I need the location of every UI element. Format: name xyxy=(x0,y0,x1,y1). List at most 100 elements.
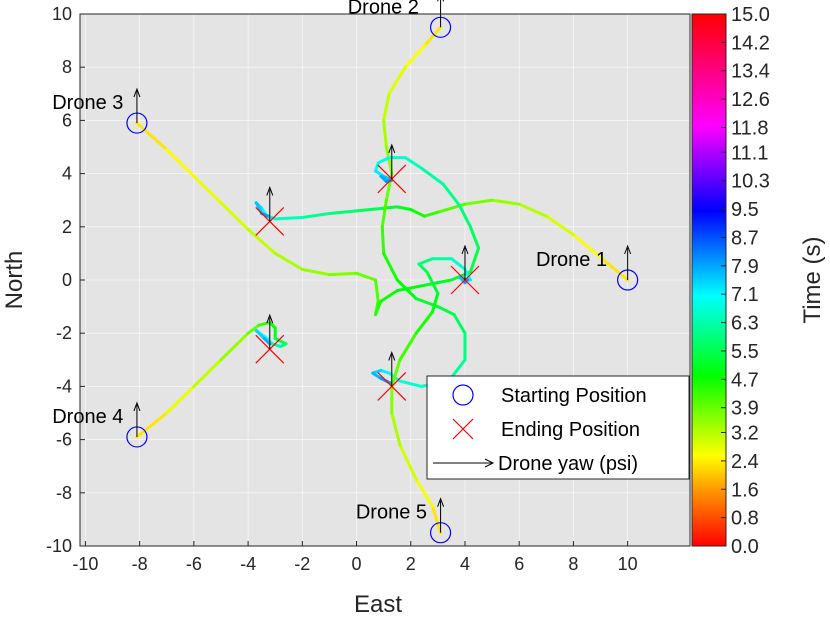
trajectory-segment xyxy=(382,251,399,282)
colorbar-tick-label: 9.5 xyxy=(731,199,759,221)
legend-box xyxy=(426,375,690,480)
trajectory-segment xyxy=(355,206,386,213)
x-tick-label: -10 xyxy=(72,554,98,574)
colorbar-tick-label: 2.4 xyxy=(731,451,759,473)
trajectory-segment xyxy=(422,278,453,287)
legend-ending-marker xyxy=(452,418,474,440)
trajectory-segment xyxy=(430,504,443,535)
trajectory-segment xyxy=(273,337,288,346)
y-tick-label: -2 xyxy=(56,323,72,343)
yaw-arrowhead xyxy=(133,87,141,98)
drone-label: Drone 3 xyxy=(52,92,123,114)
x-tick-label: -4 xyxy=(240,554,256,574)
x-axis-label: East xyxy=(354,591,402,618)
trajectory-segment xyxy=(380,225,386,255)
trajectory-segment xyxy=(398,331,418,362)
colorbar-tick-label: 0.8 xyxy=(731,508,759,530)
colorbar-tick-label: 13.4 xyxy=(731,61,770,83)
colorbar-tick-label: 7.9 xyxy=(731,256,759,278)
yaw-arrowhead xyxy=(266,313,274,324)
trajectory-segment xyxy=(257,321,272,327)
colorbar-tick-label: 12.6 xyxy=(731,89,770,111)
trajectory-segment xyxy=(409,208,426,218)
colorbar-tick-label: 11.1 xyxy=(731,142,768,164)
trajectory-segment xyxy=(135,121,169,152)
trajectory-segment xyxy=(422,25,443,48)
trajectory-segment xyxy=(219,331,250,362)
trajectory-segment xyxy=(517,202,548,218)
y-axis-label: North xyxy=(1,251,28,310)
colorbar-tick-label: 14.2 xyxy=(731,32,770,54)
legend-starting-label: Starting Position xyxy=(501,385,647,407)
colorbar-tick-label: 8.7 xyxy=(731,227,759,249)
trajectory-segment xyxy=(395,205,413,212)
trajectory-segment xyxy=(490,198,521,206)
y-tick-label: 2 xyxy=(62,217,72,237)
colorbar-tick-label: 6.3 xyxy=(731,313,759,335)
trajectory-segment xyxy=(192,358,223,388)
yaw-arrowhead xyxy=(437,497,445,507)
trajectory-segment xyxy=(417,262,429,274)
y-tick-label: 4 xyxy=(62,164,72,184)
trajectory-segment xyxy=(135,411,169,439)
yaw-arrowhead xyxy=(461,244,469,255)
position-markers xyxy=(126,0,639,544)
colorbar-label: Time (s) xyxy=(799,236,826,323)
trajectory-segment xyxy=(403,44,426,69)
trajectory-segment xyxy=(387,65,407,96)
y-tick-label: 8 xyxy=(62,57,72,77)
trajectory-segment xyxy=(390,358,402,388)
colorbar-tick-label: 0.0 xyxy=(731,536,759,558)
trajectory-segment xyxy=(468,246,481,274)
drone-label: Drone 2 xyxy=(348,0,419,18)
axis-ticks: -10 -8 -6 -4 -2 0 2 4 6 8 10 10 8 6 4 2 0 -2 -4 -6 -8 -10 xyxy=(46,4,638,574)
trajectory-segment xyxy=(403,156,424,170)
x-tick-label: -2 xyxy=(294,554,310,574)
trajectory-segment xyxy=(273,215,304,221)
trajectory-segment xyxy=(452,313,467,335)
colorbar-ticks: 15.0 14.2 13.4 12.6 11.8 11.1 10.3 9.5 8.7 7.9 7.1… xyxy=(721,4,770,558)
x-tick-label: 10 xyxy=(618,554,638,574)
trajectory-segment xyxy=(192,174,223,205)
trajectory-segment xyxy=(254,329,266,341)
trajectory-segment xyxy=(382,118,388,149)
trajectory-segment xyxy=(468,225,481,250)
yaw-arrowhead xyxy=(388,143,396,154)
trajectory-segment xyxy=(300,212,331,219)
trajectory-segment xyxy=(425,270,440,295)
colorbar-tick-label: 4.7 xyxy=(731,369,759,391)
x-tick-label: 2 xyxy=(406,554,416,574)
y-tick-label: -10 xyxy=(46,536,72,556)
legend-starting-marker xyxy=(452,384,474,406)
trajectory-segment xyxy=(463,267,472,282)
trajectory-segment xyxy=(165,384,196,415)
trajectory-segment xyxy=(599,255,630,282)
colorbar-tick-label: 10.3 xyxy=(731,171,770,193)
trajectory-segment xyxy=(390,411,402,447)
trajectory-segment xyxy=(380,198,388,229)
x-tick-label: 4 xyxy=(460,554,470,574)
trajectory-segment xyxy=(246,323,261,335)
colorbar-tick-label: 3.9 xyxy=(731,398,759,420)
trajectory-segment xyxy=(327,271,359,277)
yaw-arrowhead xyxy=(624,244,632,255)
trajectory-segment xyxy=(414,310,434,335)
trajectory-segment xyxy=(382,92,391,122)
legend: Starting Position Ending Position Drone … xyxy=(426,375,690,480)
trajectory-segment xyxy=(441,182,462,208)
trajectory-segment xyxy=(395,283,426,293)
legend-yaw-arrow-icon xyxy=(433,458,495,468)
trajectory-segment xyxy=(398,379,424,388)
y-tick-label: -8 xyxy=(56,483,72,503)
trajectory-segment xyxy=(458,204,472,229)
drone-label: Drone 4 xyxy=(52,406,123,428)
drone-label: Drone 1 xyxy=(536,249,607,271)
y-tick-label: -6 xyxy=(56,430,72,450)
y-tick-label: 0 xyxy=(62,270,72,290)
trajectory-segment xyxy=(327,209,359,215)
yaw-arrowhead xyxy=(388,350,396,361)
trajectory-segment xyxy=(355,271,378,282)
trajectory-segment xyxy=(449,257,467,271)
y-tick-label: -4 xyxy=(56,376,72,396)
